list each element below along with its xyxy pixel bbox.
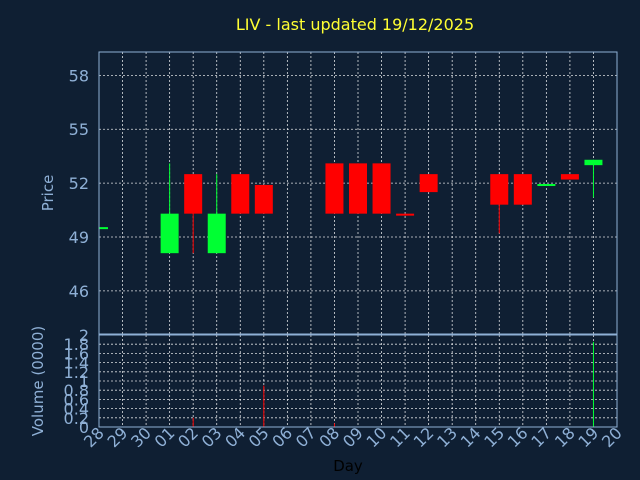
- volume-tick-label: 0: [79, 418, 89, 437]
- candle-body: [490, 174, 509, 205]
- candle-body: [396, 213, 415, 216]
- volume-tick-label: 0.6: [64, 390, 89, 409]
- x-axis-label: Day: [333, 457, 363, 475]
- volume-grid: [98, 334, 618, 428]
- price-tick-label: 49: [69, 228, 89, 247]
- candle-body: [231, 174, 250, 214]
- volume-tick-label: 1.8: [64, 335, 89, 354]
- candle-body: [584, 159, 603, 166]
- candle-body: [207, 213, 226, 254]
- volume-tick-label: 2: [79, 326, 89, 345]
- price-tick-label: 52: [69, 174, 89, 193]
- volume-tick-label: 1.4: [64, 354, 89, 373]
- chart-title: LIV - last updated 19/12/2025: [236, 15, 474, 34]
- candle-body: [513, 174, 532, 205]
- volume-y-ticks: 00.20.40.60.811.21.41.61.82: [64, 326, 89, 437]
- price-axis-label: Price: [39, 175, 57, 212]
- candle-body: [560, 174, 579, 180]
- candles: [99, 159, 603, 254]
- candle-body: [349, 163, 367, 214]
- volume-tick-label: 1.2: [64, 363, 89, 382]
- price-panel-frame: [98, 51, 618, 335]
- price-tick-label: 58: [69, 66, 89, 85]
- price-tick-label: 46: [69, 282, 89, 301]
- candle-body: [419, 174, 438, 193]
- x-ticks: 2829300102030405060708091011121314151617…: [80, 423, 626, 451]
- price-tick-label: 55: [69, 120, 89, 139]
- volume-tick-label: 1.6: [64, 344, 89, 363]
- volume-tick-label: 0.8: [64, 381, 89, 400]
- volume-tick-label: 0.2: [64, 409, 89, 428]
- volume-bars: [192, 341, 594, 427]
- candle-body: [184, 174, 203, 214]
- day-tick-label: 20: [598, 423, 626, 451]
- volume-tick-label: 0.4: [64, 400, 89, 419]
- candle-body: [160, 213, 179, 254]
- price-y-ticks: 46 49 52 55 58: [69, 66, 89, 301]
- candle-body: [372, 163, 391, 214]
- volume-panel-frame: [98, 334, 618, 428]
- volume-tick-label: 1: [79, 372, 89, 391]
- candle-body: [537, 184, 556, 187]
- volume-axis-label: Volume (0000): [29, 326, 47, 436]
- candle-body: [254, 184, 273, 214]
- candle-body: [325, 163, 344, 214]
- candle-body: [99, 227, 108, 230]
